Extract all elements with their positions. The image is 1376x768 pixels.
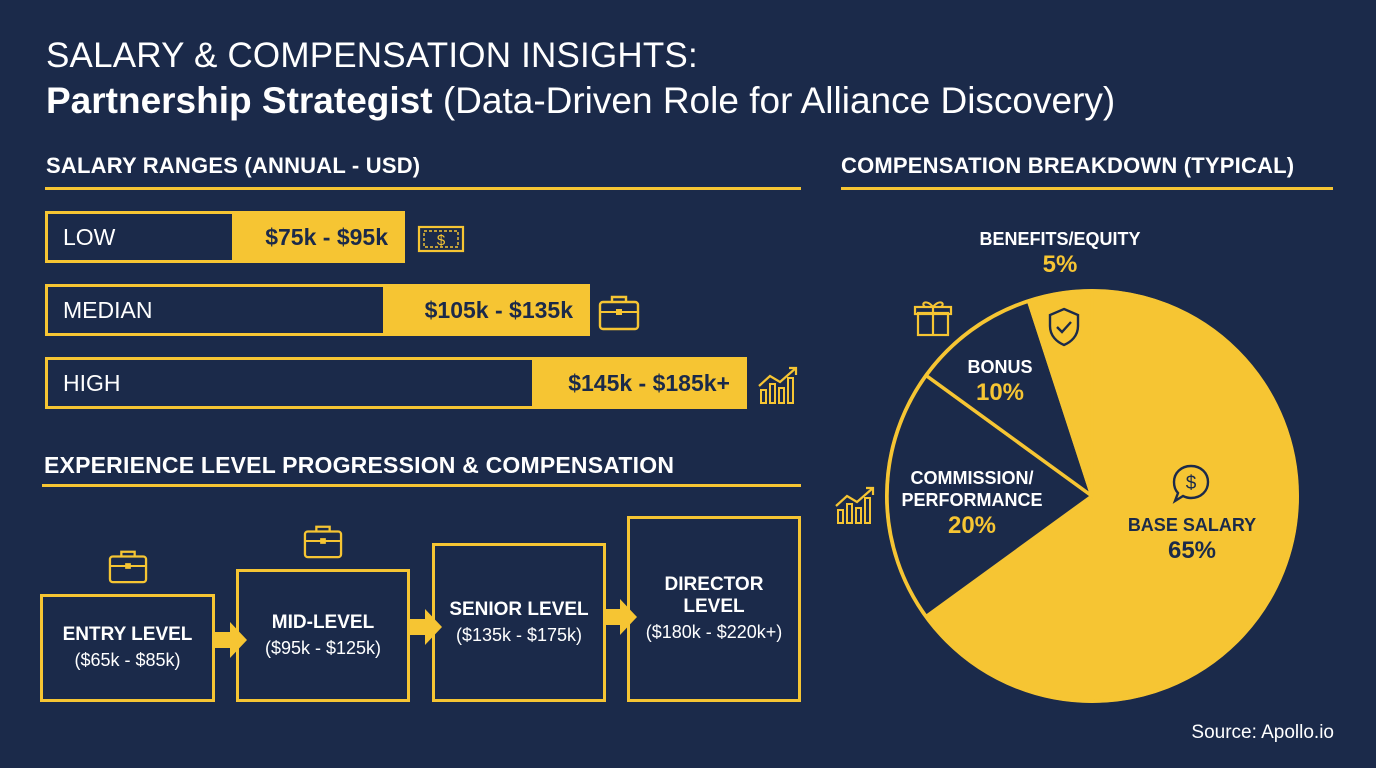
role-name: Partnership Strategist [46, 80, 433, 121]
gift-icon [913, 301, 953, 337]
breakdown-section-rule [841, 187, 1333, 190]
breakdown-section-title: COMPENSATION BREAKDOWN (TYPICAL) [841, 153, 1295, 178]
pie-slice-commission [885, 373, 1094, 619]
level-range: ($65k - $85k) [74, 650, 181, 670]
salary-section-title: SALARY RANGES (ANNUAL - USD) [46, 153, 421, 178]
pie-label-name: BASE SALARY [1127, 515, 1257, 535]
briefcase-icon [108, 550, 148, 584]
briefcase-icon [303, 525, 343, 559]
pie-slice-benefits [1026, 289, 1094, 498]
pie-label-name: BENEFITS/EQUITY [979, 229, 1141, 249]
salary-bar-high: HIGH $145k - $185k+ [45, 357, 747, 409]
role-description: (Data-Driven Role for Alliance Discovery… [432, 80, 1116, 121]
level-director: DIRECTOR LEVEL ($180k - $220k+) [627, 516, 801, 702]
arrow-right-icon [214, 622, 247, 658]
source-note: Source: Apollo.io [1191, 722, 1334, 743]
level-name: SENIOR LEVEL [449, 598, 589, 620]
salary-bar-range: $145k - $185k+ [532, 360, 744, 406]
experience-section-title: EXPERIENCE LEVEL PROGRESSION & COMPENSAT… [44, 452, 675, 478]
money-icon: $ [417, 225, 465, 253]
salary-bar-range: $75k - $95k [232, 214, 402, 260]
growth-chart-icon [835, 486, 875, 524]
dollar-chat-icon: $ [1172, 464, 1210, 504]
arrow-right-icon [604, 599, 637, 635]
level-mid: MID-LEVEL ($95k - $125k) [236, 569, 410, 702]
growth-chart-icon [758, 366, 798, 404]
svg-text:$: $ [1186, 473, 1197, 494]
level-name: MID-LEVEL [271, 611, 375, 633]
level-name: ENTRY LEVEL [62, 624, 193, 645]
level-name: DIRECTOR LEVEL [664, 574, 764, 617]
level-range: ($95k - $125k) [264, 637, 382, 658]
title-line-2: Partnership Strategist (Data-Driven Role… [46, 80, 1115, 122]
arrow-right-icon [409, 609, 442, 645]
salary-bar-label: LOW [63, 224, 116, 250]
pie-label-value: 20% [947, 512, 997, 539]
salary-section-rule [45, 187, 801, 190]
title-line-1: SALARY & COMPENSATION INSIGHTS: [46, 36, 698, 75]
salary-bar-label: HIGH [63, 370, 121, 396]
pie-label-benefits: BENEFITS/EQUITY 5% [960, 228, 1160, 280]
salary-bar-label: MEDIAN [63, 297, 153, 323]
pie-slice-base-salary [924, 289, 1299, 703]
shield-check-icon [1048, 307, 1080, 347]
pie-label-value: 5% [1042, 251, 1078, 278]
briefcase-icon [598, 295, 640, 331]
level-entry: ENTRY LEVEL ($65k - $85k) [40, 594, 215, 702]
pie-label-base-salary: BASE SALARY 65% [1106, 514, 1278, 566]
svg-text:$: $ [437, 232, 446, 249]
experience-section-rule [42, 484, 801, 487]
pie-label-bonus: BONUS 10% [938, 356, 1062, 408]
salary-bar-range: $105k - $135k [383, 287, 587, 333]
pie-label-commission: COMMISSION/ PERFORMANCE 20% [888, 467, 1056, 541]
pie-label-name: BONUS [967, 357, 1033, 377]
pie-label-value: 65% [1167, 537, 1217, 564]
level-range: ($135k - $175k) [455, 624, 583, 645]
pie-slice-bonus [924, 299, 1094, 498]
level-range: ($180k - $220k+) [645, 622, 783, 642]
pie-label-name: COMMISSION/ PERFORMANCE [901, 468, 1043, 510]
pie-label-value: 10% [975, 379, 1025, 406]
salary-bar-median: MEDIAN $105k - $135k [45, 284, 590, 336]
salary-bar-low: LOW $75k - $95k [45, 211, 405, 263]
